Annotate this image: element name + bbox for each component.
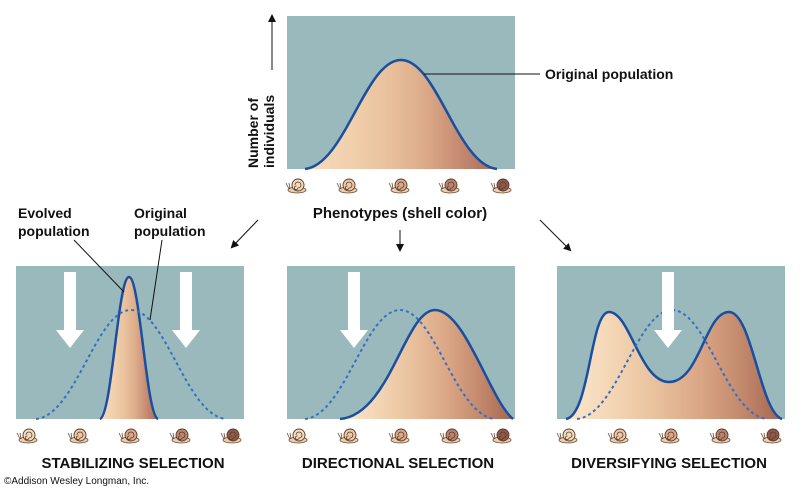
original-population-leader <box>149 239 163 321</box>
snail-icon <box>337 428 359 444</box>
top-panel: Original population Number of individual… <box>245 14 673 222</box>
top-snail-row <box>285 178 512 194</box>
original-label-line2: population <box>134 223 206 239</box>
selection-arrow-icon <box>340 272 368 348</box>
snail-icon <box>285 178 307 194</box>
snail-icon <box>220 428 242 444</box>
evolved-population-fill <box>100 277 158 419</box>
snail-icon <box>658 428 680 444</box>
evolved-label-line1: Evolved <box>18 205 72 221</box>
snail-icon <box>760 428 782 444</box>
diversifying-panel: DIVERSIFYING SELECTION <box>556 266 785 472</box>
snail-icon <box>556 428 578 444</box>
evolved-population-leader <box>73 239 125 293</box>
snail-icon <box>439 428 461 444</box>
evolved-population-curve <box>99 275 159 421</box>
directional-panel: DIRECTIONAL SELECTION <box>286 266 515 472</box>
original-population-curve <box>304 58 498 171</box>
original-population-curve <box>576 308 768 420</box>
original-label-line1: Original <box>134 205 187 221</box>
selection-arrow-icon <box>56 272 84 348</box>
snail-icon <box>607 428 629 444</box>
xaxis-label: Phenotypes (shell color) <box>313 205 487 222</box>
snail-icon <box>286 428 308 444</box>
snail-icon <box>388 428 410 444</box>
snail-icon <box>169 428 191 444</box>
snail-icon <box>16 428 38 444</box>
selection-arrow-icon <box>172 272 200 348</box>
selection-arrow-icon <box>654 272 682 348</box>
yaxis-label-line1: Number of <box>245 98 261 168</box>
evolved-label-line2: population <box>18 223 90 239</box>
evolved-population-fill <box>340 310 513 419</box>
evolved-population-curve <box>339 308 514 421</box>
original-population-curve <box>35 308 227 420</box>
snail-icon <box>118 428 140 444</box>
evolved-population-fill <box>566 312 782 419</box>
snail-icon <box>388 178 410 194</box>
evolved-population-curve <box>565 310 783 421</box>
snail-icon <box>490 178 512 194</box>
yaxis-label-line2: individuals <box>261 95 277 168</box>
original-population-label: Original population <box>545 66 673 82</box>
stabilizing-title: STABILIZING SELECTION <box>41 455 224 472</box>
diagonal-arrow-icon <box>230 219 259 249</box>
stabilizing-panel: Evolved population Original population S… <box>16 205 244 472</box>
copyright-text: ©Addison Wesley Longman, Inc. <box>4 476 149 487</box>
directional-title: DIRECTIONAL SELECTION <box>302 455 494 472</box>
original-population-curve <box>304 308 496 420</box>
directional-snail-row <box>286 428 512 444</box>
diversifying-title: DIVERSIFYING SELECTION <box>571 455 767 472</box>
diagonal-arrow-icon <box>539 219 572 252</box>
original-population-fill <box>305 60 497 169</box>
snail-icon <box>438 178 460 194</box>
diversifying-snail-row <box>556 428 782 444</box>
snail-icon <box>490 428 512 444</box>
stabilizing-snail-row <box>16 428 242 444</box>
snail-icon <box>709 428 731 444</box>
snail-icon <box>336 178 358 194</box>
snail-icon <box>67 428 89 444</box>
